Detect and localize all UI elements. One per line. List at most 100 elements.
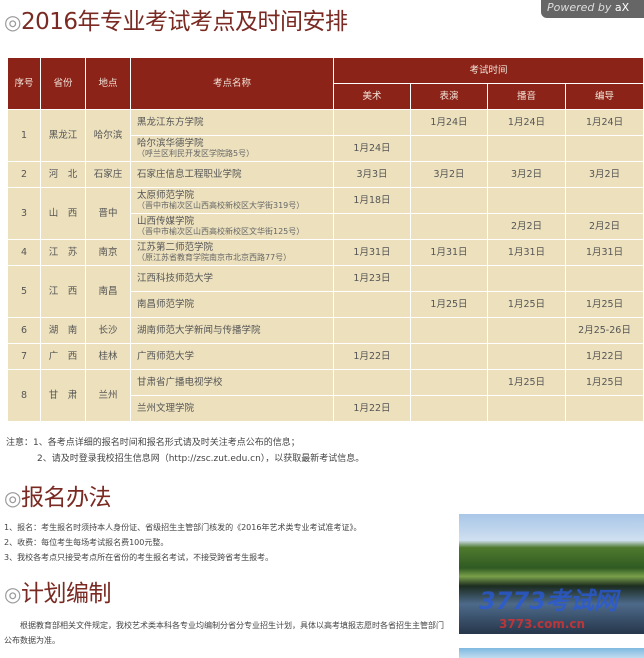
brand-text: aX [614,1,630,14]
cell-city: 石家庄 [85,161,131,188]
table-row: 南昌师范学院 1月25日 1月25日 1月25日 [8,291,644,318]
cell-site: 南昌师范学院 [130,291,334,318]
registration-item: 3、我校各考点只接受考点所在省份的考生报名考试，不接受跨省考生报考。 [4,553,274,562]
site-name: 甘肃省广播电视学校 [137,377,223,388]
cell-province: 山 西 [40,187,86,240]
cell-province: 黑龙江 [40,109,86,162]
circle-icon: ◎ [4,10,21,34]
cell-perform [410,369,488,396]
cell-province: 江 苏 [40,239,86,266]
cell-site: 哈尔滨华德学院 （呼兰区利民开发区学院路5号） [130,135,334,162]
site-name: 哈尔滨华德学院 [137,138,204,149]
cell-director: 1月22日 [564,343,644,370]
header-time: 考试时间 [332,57,644,84]
cell-city: 哈尔滨 [85,109,131,162]
cell-site: 广西师范大学 [130,343,334,370]
cell-city: 长沙 [85,317,131,344]
header-city: 地点 [85,57,131,110]
schedule-table: 序号 省份 地点 考点名称 考试时间 美术 表演 播音 编导 1 黑龙江 哈尔滨 黑龙江东方学院 1月… [7,57,644,422]
cell-broadcast [487,343,566,370]
cell-art: 1月22日 [333,343,411,370]
cell-perform [410,395,488,422]
cell-site: 石家庄信息工程职业学院 [130,161,334,188]
cell-no: 1 [7,109,41,162]
cell-site: 黑龙江东方学院 [130,109,334,136]
header-no: 序号 [7,57,41,110]
cell-perform [410,135,488,162]
cell-broadcast [487,317,566,344]
section-title-plan: ◎计划编制 [0,579,644,609]
cell-broadcast: 1月25日 [487,369,566,396]
cell-art [333,109,411,136]
table-row: 兰州文理学院 1月22日 [8,395,644,422]
cell-no: 7 [7,343,41,370]
cell-city: 兰州 [85,369,131,422]
powered-by-badge[interactable]: Powered by aX [541,0,644,18]
cell-art: 1月31日 [333,239,411,266]
cell-perform [410,265,488,292]
cell-no: 3 [7,187,41,240]
cell-site: 甘肃省广播电视学校 [130,369,334,396]
plan-paragraph: 根据教育部相关文件规定，我校艺术类本科各专业均编制分省分专业招生计划，具体以高考… [4,621,444,645]
cell-broadcast: 1月24日 [487,109,566,136]
cell-site: 湖南师范大学新闻与传播学院 [130,317,334,344]
cell-site: 江西科技师范大学 [130,265,334,292]
circle-icon: ◎ [4,486,21,510]
site-name: 石家庄信息工程职业学院 [137,169,242,180]
cell-perform [410,187,488,214]
circle-icon: ◎ [4,582,21,606]
cell-broadcast: 2月2日 [487,213,566,240]
cell-perform: 3月2日 [410,161,488,188]
cell-province: 江 西 [40,265,86,318]
cell-site: 兰州文理学院 [130,395,334,422]
cell-province: 河 北 [40,161,86,188]
site-address: （呼兰区利民开发区学院路5号） [137,149,255,158]
header-broadcast: 播音 [487,83,566,110]
cell-art: 1月22日 [333,395,411,422]
cell-city: 南京 [85,239,131,266]
site-name: 湖南师范大学新闻与传播学院 [137,325,261,336]
watermark-url: 3773.com.cn [499,617,586,631]
cell-director [564,395,644,422]
cell-no: 8 [7,369,41,422]
cell-perform: 1月25日 [410,291,488,318]
cell-broadcast [487,187,566,214]
cell-perform [410,317,488,344]
cell-broadcast [487,395,566,422]
cell-broadcast [487,265,566,292]
campus-photo: 3773考试网 3773.com.cn [459,514,644,634]
cell-site: 山西传媒学院 （晋中市榆次区山西高校新校区文华街125号） [130,213,334,240]
registration-list: 1、报名：考生报名时须持本人身份证、省级招生主管部门核发的《2016年艺术类专业… [0,520,450,565]
cell-province: 广 西 [40,343,86,370]
cell-city: 桂林 [85,343,131,370]
cell-site: 太原师范学院 （晋中市榆次区山西高校新校区大学街319号） [130,187,334,214]
registration-item: 1、报名：考生报名时须持本人身份证、省级招生主管部门核发的《2016年艺术类专业… [4,523,362,532]
cell-no: 6 [7,317,41,344]
cell-broadcast: 1月31日 [487,239,566,266]
header-director: 编导 [564,83,644,110]
cell-director [564,135,644,162]
cell-perform: 1月31日 [410,239,488,266]
site-name: 山西传媒学院 [137,216,195,227]
cell-broadcast: 1月25日 [487,291,566,318]
cell-no: 4 [7,239,41,266]
site-address: （晋中市榆次区山西高校新校区文华街125号） [137,227,305,236]
notes: 注意：1、各考点详细的报名时间和报名形式请及时关注考点公布的信息； 2、请及时登… [0,435,644,467]
cell-director: 1月25日 [564,369,644,396]
cell-director: 1月31日 [564,239,644,266]
header-site: 考点名称 [130,57,334,110]
cell-site: 江苏第二师范学院 （原江苏省教育学院南京市北京西路77号） [130,239,334,266]
cell-art [333,317,411,344]
header-perform: 表演 [410,83,488,110]
cell-art: 1月23日 [333,265,411,292]
site-name: 江苏第二师范学院 [137,242,214,253]
cell-art [333,291,411,318]
site-name: 兰州文理学院 [137,403,195,414]
note-2: 2、请及时登录我校招生信息网（http://zsc.zut.edu.cn），以获… [37,454,365,464]
cell-art: 1月24日 [333,135,411,162]
